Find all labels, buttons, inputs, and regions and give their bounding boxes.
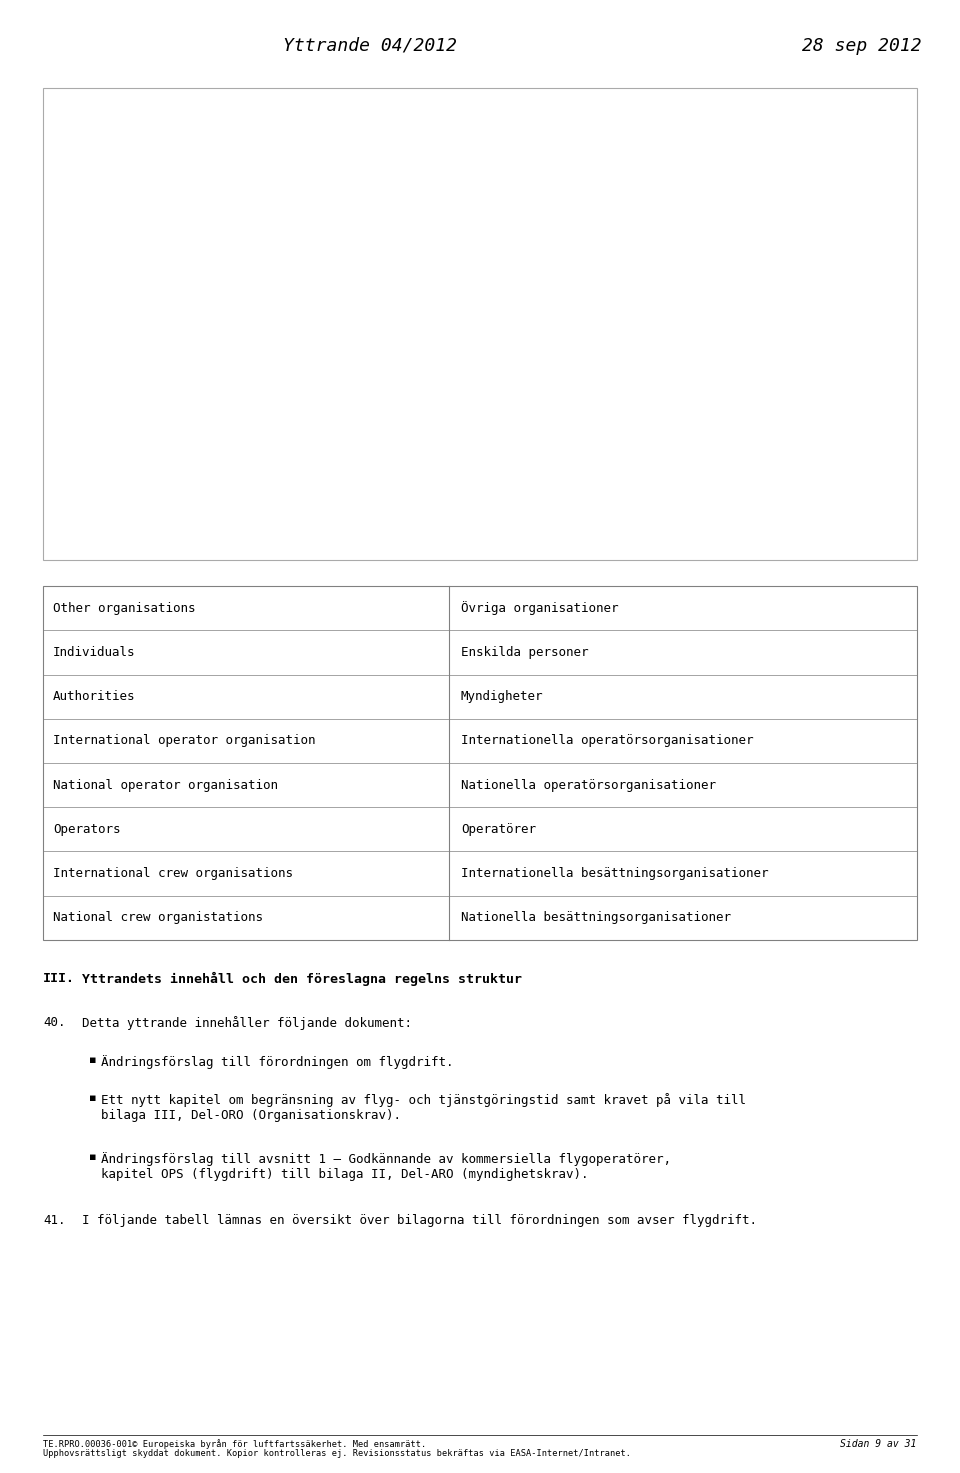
Polygon shape (468, 299, 631, 411)
Text: 28 sep 2012: 28 sep 2012 (802, 37, 922, 55)
Text: Indviduals; 14: Indviduals; 14 (288, 168, 455, 205)
Text: I följande tabell lämnas en översikt över bilagorna till förordningen som avser : I följande tabell lämnas en översikt öve… (82, 1214, 756, 1227)
Text: Operatörer: Operatörer (461, 823, 536, 835)
Text: Internationella besättningsorganisationer: Internationella besättningsorganisatione… (461, 868, 768, 879)
Text: Enskilda personer: Enskilda personer (461, 647, 588, 658)
Text: National operator
organisation; 3: National operator organisation; 3 (691, 205, 887, 236)
Text: 41.: 41. (43, 1214, 65, 1227)
Polygon shape (231, 249, 596, 433)
Text: Ett nytt kapitel om begränsning av flyg- och tjänstgöringstid samt kravet på vil: Ett nytt kapitel om begränsning av flyg-… (101, 1093, 746, 1122)
Text: Other organisations: Other organisations (53, 602, 195, 614)
Text: International operator organisation: International operator organisation (53, 735, 315, 747)
Text: Nationella operatörsorganisationer: Nationella operatörsorganisationer (461, 779, 716, 791)
Text: National crew
organisations; 40: National crew organisations; 40 (282, 321, 432, 387)
Text: International
operator
organisation; 6: International operator organisation; 6 (639, 137, 874, 196)
Text: Övriga organisationer: Övriga organisationer (461, 601, 618, 616)
Polygon shape (468, 196, 677, 299)
Text: Other organisations;
5: Other organisations; 5 (57, 147, 239, 243)
Text: Authorities; 11: Authorities; 11 (540, 113, 673, 164)
Polygon shape (468, 234, 694, 299)
Text: Operators: Operators (53, 823, 120, 835)
Polygon shape (249, 171, 468, 299)
Text: International crew organisations: International crew organisations (53, 868, 293, 879)
Text: Individuals: Individuals (53, 647, 135, 658)
Text: National operator organisation: National operator organisation (53, 779, 277, 791)
Text: ▪: ▪ (89, 1055, 97, 1065)
Text: Sidan 9 av 31: Sidan 9 av 31 (840, 1439, 917, 1449)
Text: Nationella besättningsorganisationer: Nationella besättningsorganisationer (461, 912, 731, 924)
Text: National crew organistations: National crew organistations (53, 912, 263, 924)
Text: Upphovsrättsligt skyddat dokument. Kopior kontrolleras ej. Revisionsstatus bekrä: Upphovsrättsligt skyddat dokument. Kopio… (43, 1449, 632, 1458)
Text: 40.: 40. (43, 1016, 65, 1030)
Text: Operators; 18: Operators; 18 (597, 281, 710, 315)
Text: Ändringsförslag till avsnitt 1 – Godkännande av kommersiella flygoperatörer,
kap: Ändringsförslag till avsnitt 1 – Godkänn… (101, 1152, 671, 1181)
Text: Authorities: Authorities (53, 691, 135, 703)
Polygon shape (231, 299, 596, 479)
Text: International crew
organisations; 3: International crew organisations; 3 (602, 418, 741, 507)
Text: Ändringsförslag till förordningen om flygdrift.: Ändringsförslag till förordningen om fly… (101, 1055, 453, 1068)
Text: ▪: ▪ (89, 1152, 97, 1162)
Polygon shape (631, 298, 706, 443)
Polygon shape (596, 396, 631, 458)
Text: Yttrandets innehåll och den föreslagna regelns struktur: Yttrandets innehåll och den föreslagna r… (82, 972, 521, 987)
Text: Myndigheter: Myndigheter (461, 691, 543, 703)
Polygon shape (396, 165, 468, 299)
Text: Internationella operatörsorganisationer: Internationella operatörsorganisationer (461, 735, 754, 747)
Text: III.: III. (43, 972, 75, 985)
Polygon shape (468, 165, 620, 299)
Text: ▪: ▪ (89, 1093, 97, 1103)
Text: Yttrande 04/2012: Yttrande 04/2012 (282, 37, 457, 55)
Text: Detta yttrande innehåller följande dokument:: Detta yttrande innehåller följande dokum… (82, 1016, 412, 1030)
Polygon shape (468, 258, 706, 396)
Text: TE.RPRO.00036-001© Europeiska byrån för luftfartssäkerhet. Med ensamrätt.: TE.RPRO.00036-001© Europeiska byrån för … (43, 1439, 426, 1449)
